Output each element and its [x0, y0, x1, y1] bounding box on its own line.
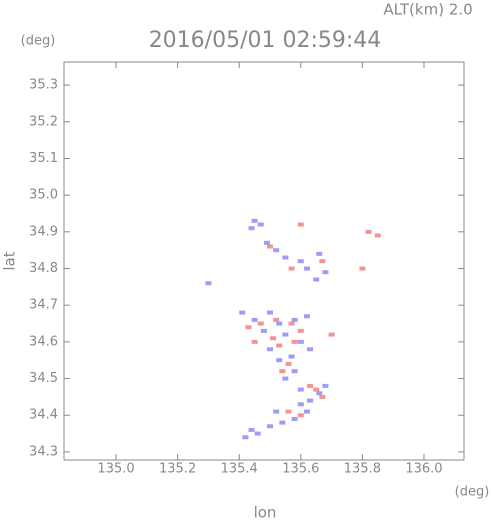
point	[282, 255, 289, 260]
point	[248, 427, 255, 432]
point	[248, 226, 255, 231]
point	[285, 361, 292, 366]
point	[307, 398, 314, 403]
point	[254, 431, 261, 436]
point	[267, 244, 274, 249]
point	[273, 248, 280, 253]
x-axis-label: lon	[254, 504, 277, 521]
y-tick-label: 35.2	[29, 114, 58, 129]
point	[205, 281, 212, 286]
point	[297, 328, 304, 333]
y-tick-label: 34.6	[29, 334, 58, 349]
point	[297, 413, 304, 418]
point	[374, 233, 381, 238]
point	[322, 383, 329, 388]
point	[251, 339, 258, 344]
point	[279, 369, 286, 374]
point	[322, 270, 329, 275]
point	[242, 435, 249, 440]
x-tick-label: 135.0	[97, 462, 134, 477]
point	[282, 332, 289, 337]
point	[291, 339, 298, 344]
x-tick-label: 135.4	[221, 462, 258, 477]
point	[263, 240, 270, 245]
y-unit: (deg)	[21, 34, 56, 49]
point	[267, 347, 274, 352]
point	[328, 332, 335, 337]
altitude: ALT(km) 2.0	[383, 1, 472, 19]
point	[282, 376, 289, 381]
point	[297, 387, 304, 392]
y-tick-label: 34.7	[29, 298, 58, 313]
x-unit: (deg)	[455, 485, 490, 500]
point	[316, 251, 323, 256]
point	[319, 259, 326, 264]
point	[291, 416, 298, 421]
chart-title: 2016/05/01 02:59:44	[149, 28, 382, 53]
point	[251, 317, 258, 322]
point	[307, 383, 314, 388]
point	[245, 325, 252, 330]
point	[239, 310, 246, 315]
point	[251, 218, 258, 223]
point	[273, 317, 280, 322]
y-tick-label: 34.8	[29, 261, 58, 276]
y-tick-label: 35.0	[29, 188, 58, 203]
y-tick-label: 34.3	[29, 444, 58, 459]
point	[297, 339, 304, 344]
point	[307, 347, 314, 352]
point	[288, 321, 295, 326]
y-axis-label: lat	[1, 251, 19, 270]
point	[288, 266, 295, 271]
point	[291, 317, 298, 322]
point	[303, 314, 310, 319]
point	[291, 369, 298, 374]
point	[365, 229, 372, 234]
point	[260, 328, 267, 333]
point	[285, 409, 292, 414]
point	[316, 391, 323, 396]
y-tick-label: 34.5	[29, 371, 58, 386]
point	[267, 310, 274, 315]
point	[273, 409, 280, 414]
point	[267, 424, 274, 429]
point	[257, 321, 264, 326]
point	[276, 321, 283, 326]
x-tick-label: 135.8	[344, 462, 381, 477]
x-tick-label: 136.0	[405, 462, 442, 477]
point	[319, 394, 326, 399]
y-tick-label: 34.9	[29, 224, 58, 239]
y-tick-label: 35.3	[29, 78, 58, 93]
point	[313, 387, 320, 392]
x-tick-label: 135.6	[282, 462, 319, 477]
point	[297, 222, 304, 227]
point	[279, 420, 286, 425]
point	[270, 336, 277, 341]
point	[257, 222, 264, 227]
y-tick-label: 34.4	[29, 408, 58, 423]
point	[297, 259, 304, 264]
point	[313, 277, 320, 282]
point	[297, 402, 304, 407]
y-tick-label: 35.1	[29, 151, 58, 166]
point	[276, 358, 283, 363]
point	[303, 409, 310, 414]
plot-frame	[63, 61, 465, 461]
point	[288, 354, 295, 359]
point	[276, 343, 283, 348]
point	[359, 266, 366, 271]
x-tick-label: 135.2	[159, 462, 196, 477]
point	[303, 266, 310, 271]
